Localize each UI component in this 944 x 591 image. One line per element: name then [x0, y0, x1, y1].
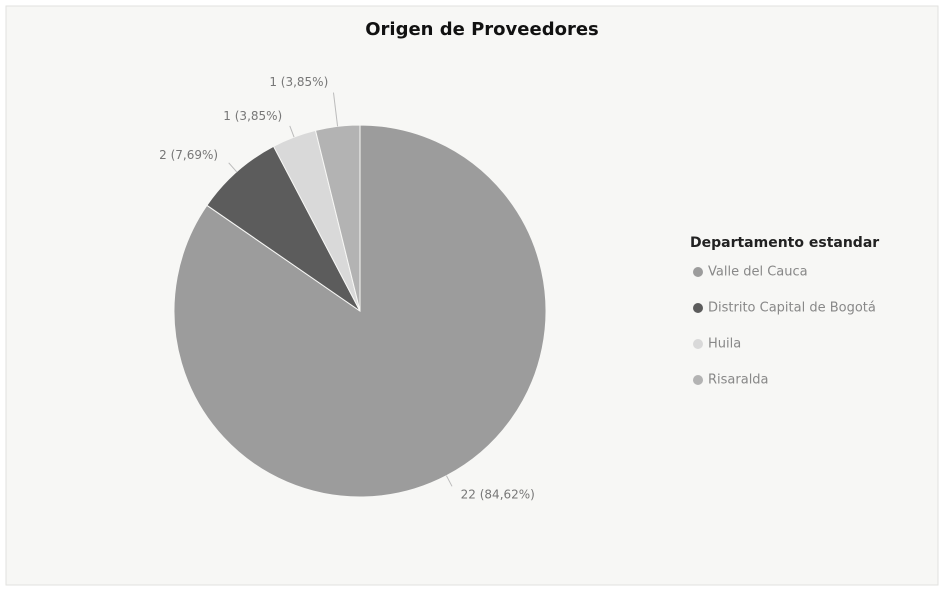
legend-swatch: [693, 267, 703, 277]
legend-label: Risaralda: [708, 373, 769, 388]
data-label: 2 (7,69%): [159, 148, 218, 162]
legend-label: Distrito Capital de Bogotá: [708, 301, 876, 316]
pie-slice: [314, 124, 361, 312]
label-leader: [332, 92, 339, 127]
label-leader: [228, 162, 238, 173]
label-leader: [289, 125, 295, 138]
legend-title: Departamento estandar: [690, 235, 879, 251]
chart-title: Origen de Proveedores: [365, 19, 599, 40]
label-leader: [445, 475, 453, 487]
data-label: 1 (3,85%): [223, 109, 282, 123]
legend-swatch: [693, 339, 703, 349]
legend-swatch: [693, 375, 703, 385]
legend-swatch: [693, 303, 703, 313]
data-label: 22 (84,62%): [461, 488, 535, 502]
data-label: 1 (3,85%): [269, 75, 328, 89]
legend-label: Huila: [708, 337, 741, 352]
legend-label: Valle del Cauca: [708, 265, 808, 280]
